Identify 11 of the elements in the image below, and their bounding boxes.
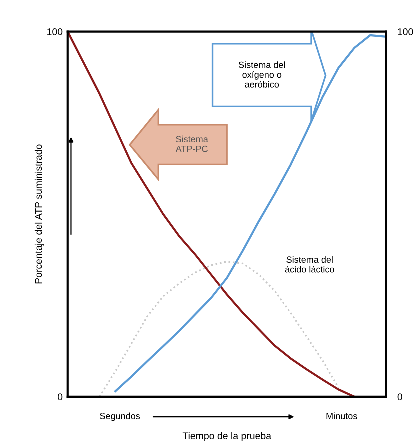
line-series: [114, 34, 386, 392]
y2-tick-label: 0: [398, 394, 402, 401]
line-series: [98, 261, 340, 397]
annotation: Sistema del oxígeno o aeróbico: [238, 62, 286, 88]
y2-tick-label: 100: [398, 28, 414, 36]
text: Segundos: [100, 412, 140, 422]
y-axis-title: Porcentaje del ATP suministrado: [34, 144, 44, 284]
x-axis-title: Tiempo de la prueba: [182, 432, 272, 442]
annotation: Sistema del ácido láctico: [285, 256, 334, 273]
annotation: Sistema ATP-PC: [176, 136, 208, 152]
text: Minutos: [326, 412, 358, 420]
